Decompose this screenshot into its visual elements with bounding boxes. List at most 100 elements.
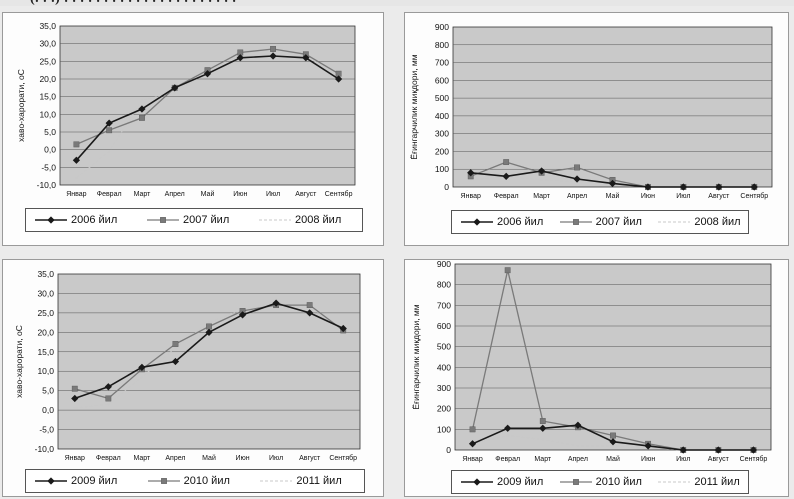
plot-area <box>454 263 772 451</box>
legend-item-3: 2011 йил <box>657 474 740 490</box>
x-tick-label: Май <box>201 190 215 198</box>
series-1-point <box>238 311 247 319</box>
legend-label: 2010 йил <box>595 476 642 488</box>
series-1-point <box>679 183 688 191</box>
y-tick-label: 300 <box>435 129 449 139</box>
x-tick-label: Май <box>202 454 216 462</box>
x-tick-label: Январ <box>461 193 481 200</box>
y-tick-label: 800 <box>435 40 449 50</box>
y-tick-label: -10,0 <box>37 180 57 190</box>
series-1-point <box>105 119 113 127</box>
series-3-point <box>541 438 544 441</box>
legend-item-2: 2010 йил <box>147 473 230 489</box>
series-1-point <box>272 299 280 307</box>
header-text: (. . .) . . . . . . . . . . . . . . . . … <box>30 0 236 7</box>
x-tick-label: Апрел <box>567 193 587 200</box>
y-tick-label: 10,0 <box>37 366 54 376</box>
x-tick-label: Август <box>295 191 317 198</box>
series-1-point <box>339 324 347 333</box>
y-axis-label: хаво-харорати, оС <box>16 69 26 142</box>
legend-label: 2011 йил <box>694 476 740 488</box>
y-tick-label: 700 <box>437 300 451 310</box>
y-tick-label: 10,0 <box>39 109 56 119</box>
y-tick-label: 200 <box>435 146 449 156</box>
series-2-point <box>610 432 616 439</box>
legend-item-1: 2006 йил <box>460 214 543 230</box>
legend-marker-2 <box>572 479 579 485</box>
series-3-point <box>611 444 615 448</box>
series-2-point <box>539 418 546 424</box>
y-tick-label: -10,0 <box>35 444 55 454</box>
x-tick-label: Август <box>708 193 730 200</box>
y-axis-label: Ёғингарчилик миқдори, мм <box>411 304 421 409</box>
legend-label: 2007 йил <box>183 214 230 226</box>
y-tick-label: 300 <box>437 383 451 393</box>
legend-swatch-2 <box>559 479 592 485</box>
y-tick-label: 400 <box>437 362 451 372</box>
x-tick-label: Сентябр <box>740 455 768 463</box>
x-tick-label: Май <box>606 455 620 463</box>
series-1-point <box>138 105 146 113</box>
legend: 2009 йил 2010 йил 2011 йил <box>451 470 749 494</box>
series-2-point <box>503 159 510 166</box>
legend-item-3: 2008 йил <box>657 214 741 230</box>
y-tick-label: 100 <box>435 164 449 174</box>
legend-marker-1 <box>47 216 55 224</box>
chart-panel-temperature-2009-2011: 35,0 30,0 25,0 20,0 15,0 10,0 5,0 0,0 -5,0 -10,0 Я… <box>2 259 384 497</box>
legend-swatch-1 <box>461 478 493 486</box>
series-3-point <box>506 434 509 437</box>
y-tick-label: 600 <box>435 75 449 85</box>
series-3-point <box>107 403 110 406</box>
chart-svg: 900 800 700 600 500 400 300 200 100 0 Январ Феврал М… <box>411 260 772 463</box>
x-tick-label: Июн <box>641 456 655 463</box>
y-tick-label: 400 <box>435 111 449 121</box>
chart-svg: 35,0 30,0 25,0 20,0 15,0 10,0 5,0 0,0 -5,0 -10,0 Я… <box>16 21 356 198</box>
y-tick-label: 600 <box>437 321 451 331</box>
x-tick-label: Май <box>606 192 620 200</box>
x-tick-label: Август <box>708 456 730 463</box>
y-tick-label: 15,0 <box>39 92 56 102</box>
series-1-point <box>504 424 512 432</box>
series-1-point <box>236 54 244 62</box>
legend: 2006 йил 2007 йил 2008 йил <box>25 208 363 232</box>
y-tick-label: 5,0 <box>44 127 56 137</box>
y-tick-label: 100 <box>437 424 451 434</box>
chart-svg: 35,0 30,0 25,0 20,0 15,0 10,0 5,0 0,0 -5,0 -10,0 Я… <box>14 269 361 462</box>
plot-area <box>57 273 361 450</box>
series-1-point <box>608 179 617 188</box>
series-line-3 <box>74 302 344 409</box>
series-1-point <box>644 183 652 191</box>
y-tick-label: 5,0 <box>42 386 54 396</box>
x-tick-label: Феврал <box>96 455 121 462</box>
x-tick-label: Феврал <box>97 191 122 198</box>
legend-label: 2011 йил <box>296 475 342 487</box>
legend-swatch-3 <box>658 481 691 483</box>
legend-item-1: 2009 йил <box>34 473 117 489</box>
legend-label: 2008 йил <box>295 214 342 226</box>
series-1-point <box>171 84 179 92</box>
y-tick-label: 0,0 <box>42 405 54 415</box>
series-1-point <box>302 54 310 62</box>
series-1-point <box>205 328 213 336</box>
series-1-point <box>306 309 314 317</box>
x-tick-label: Сентябр <box>325 190 353 198</box>
series-2-point <box>73 141 80 148</box>
series-2-point <box>504 267 511 274</box>
legend-marker-2 <box>572 219 579 225</box>
x-tick-label: Июл <box>676 456 690 463</box>
y-tick-label: 900 <box>435 22 449 32</box>
y-tick-label: 25,0 <box>37 308 54 318</box>
plot-area <box>452 26 773 188</box>
x-tick-label: Март <box>534 456 552 463</box>
y-tick-label: 20,0 <box>37 327 54 337</box>
y-tick-label: 25,0 <box>39 56 56 66</box>
x-tick-label: Август <box>299 455 321 462</box>
x-tick-label: Сентябр <box>329 454 357 462</box>
series-2-point <box>105 395 112 402</box>
series-1-point <box>537 167 546 175</box>
x-tick-label: Сентябр <box>740 192 768 200</box>
legend: 2009 йил 2010 йил 2011 йил <box>25 469 365 493</box>
series-1-point <box>468 440 477 448</box>
y-tick-label: 900 <box>437 260 451 269</box>
series-1-point <box>334 75 343 83</box>
